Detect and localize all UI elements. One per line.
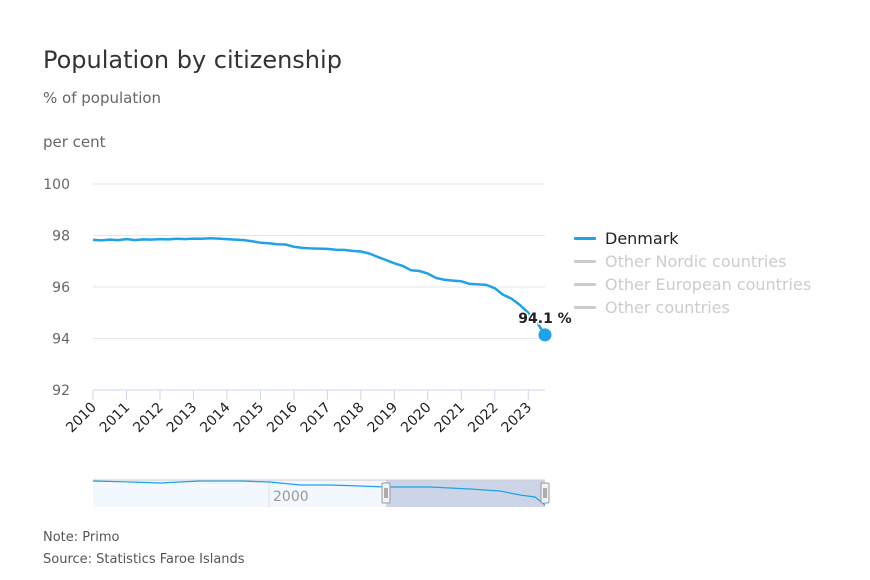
x-tick-label: 2015 <box>231 400 268 437</box>
end-value-label: 94.1 % <box>518 311 571 327</box>
legend-label: Other countries <box>605 298 730 317</box>
chart-title: Population by citizenship <box>43 46 342 74</box>
handle-body[interactable] <box>540 482 550 504</box>
y-axis-unit-label: per cent <box>43 133 106 151</box>
y-tick-label: 100 <box>43 177 70 193</box>
navigator-selected-range[interactable] <box>386 480 545 507</box>
grid-lines <box>93 183 545 391</box>
y-tick-label: 98 <box>52 229 70 245</box>
x-tick-label: 2018 <box>331 400 368 437</box>
x-tick-label: 2012 <box>130 400 167 437</box>
y-axis-ticks: 92 94 96 98 100 <box>43 177 70 399</box>
legend-item[interactable]: Other Nordic countries <box>574 250 811 273</box>
legend-line-icon <box>574 260 596 263</box>
legend-line-icon <box>574 237 596 240</box>
legend: Denmark Other Nordic countries Other Europ… <box>574 227 811 319</box>
x-tick-label: 2019 <box>365 400 402 437</box>
chart-subtitle: % of population <box>43 89 162 107</box>
x-tick-label: 2014 <box>197 399 234 436</box>
note-text: Note: Primo <box>43 530 120 545</box>
x-tick-label: 2013 <box>164 400 201 437</box>
navigator-series-line <box>92 480 546 506</box>
x-tick-label: 2011 <box>97 400 134 437</box>
legend-label: Denmark <box>605 229 679 248</box>
legend-label: Other Nordic countries <box>605 252 787 271</box>
series-layer: 94.1 % <box>92 237 573 342</box>
x-tick-label: 2021 <box>432 400 469 437</box>
y-tick-label: 94 <box>52 332 70 348</box>
legend-item[interactable]: Other countries <box>574 296 811 319</box>
y-tick-label: 92 <box>52 383 70 399</box>
navigator-label: 2000 <box>273 489 309 505</box>
legend-line-icon <box>574 283 596 286</box>
x-axis: 2010201120122013201420152016201720182019… <box>63 389 545 437</box>
x-tick-label: 2010 <box>63 400 100 437</box>
y-tick-label: 96 <box>52 280 70 296</box>
end-point-marker[interactable] <box>538 328 552 342</box>
x-tick-label: 2023 <box>499 400 536 437</box>
legend-item[interactable]: Other European countries <box>574 273 811 296</box>
navigator-handle-left[interactable] <box>381 482 391 504</box>
navigator: 2000 <box>92 479 550 507</box>
navigator-handle-right[interactable] <box>540 482 550 504</box>
x-tick-label: 2020 <box>398 400 435 437</box>
source-text: Source: Statistics Faroe Islands <box>43 552 245 567</box>
legend-label: Other European countries <box>605 275 812 294</box>
legend-line-icon <box>574 306 596 309</box>
series-line-denmark[interactable] <box>92 237 547 336</box>
x-tick-label: 2022 <box>465 400 502 437</box>
x-tick-label: 2016 <box>264 399 301 436</box>
x-tick-label: 2017 <box>298 400 335 437</box>
handle-body[interactable] <box>381 482 391 504</box>
legend-item[interactable]: Denmark <box>574 227 811 250</box>
